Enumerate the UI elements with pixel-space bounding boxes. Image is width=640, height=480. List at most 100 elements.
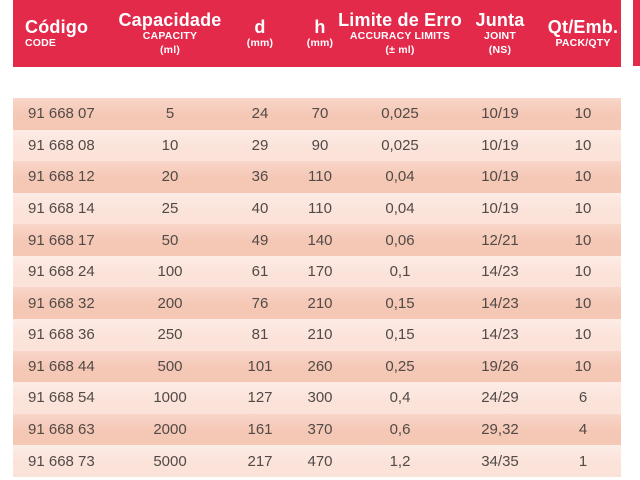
cell-d: 101 xyxy=(247,357,273,375)
table-row: 91 668 07 5 24 70 0,025 10/19 10 xyxy=(13,98,621,130)
cell-error: 0,04 xyxy=(385,168,415,186)
cell-pack: 10 xyxy=(574,168,592,186)
cutoff-header-fragment xyxy=(633,0,640,66)
column-title: Limite de Erro xyxy=(338,10,462,31)
cell-pack: 10 xyxy=(574,231,592,249)
cell-error: 1,2 xyxy=(389,452,411,470)
cell-d: 36 xyxy=(251,168,269,186)
cell-d: 49 xyxy=(251,231,269,249)
cell-h: 210 xyxy=(307,326,333,344)
cell-pack: 10 xyxy=(574,357,592,375)
column-unit: (ml) xyxy=(159,43,181,56)
cell-capacity: 500 xyxy=(157,357,183,375)
cell-error: 0,25 xyxy=(385,357,415,375)
column-subtitle: ACCURACY LIMITS xyxy=(349,30,451,43)
cell-code: 91 668 32 xyxy=(28,294,95,312)
cell-pack: 10 xyxy=(574,200,592,218)
cell-h: 110 xyxy=(308,168,332,186)
cell-d: 127 xyxy=(247,389,273,407)
cell-d: 217 xyxy=(247,452,273,470)
column-unit: (NS) xyxy=(488,43,512,56)
cell-h: 90 xyxy=(311,136,329,154)
cell-code: 91 668 14 xyxy=(28,200,95,218)
cell-code: 91 668 36 xyxy=(28,326,95,344)
column-header-capacity: Capacidade CAPACITY (ml) xyxy=(115,0,225,67)
table-row: 91 668 73 5000 217 470 1,2 34/35 1 xyxy=(13,445,621,477)
cell-pack: 10 xyxy=(574,263,592,281)
cell-joint: 19/26 xyxy=(481,357,519,375)
cell-capacity: 5000 xyxy=(153,452,187,470)
cell-h: 140 xyxy=(307,231,333,249)
cell-code: 91 668 44 xyxy=(28,357,95,375)
table-row: 91 668 63 2000 161 370 0,6 29,32 4 xyxy=(13,413,621,446)
cell-code: 91 668 54 xyxy=(28,389,95,407)
column-unit: (± ml) xyxy=(385,43,415,56)
column-header-h: h (mm) xyxy=(295,0,345,67)
cell-d: 61 xyxy=(251,263,269,281)
table-row: 91 668 08 10 29 90 0,025 10/19 10 xyxy=(13,129,621,162)
cell-pack: 10 xyxy=(574,136,592,154)
cell-joint: 24/29 xyxy=(481,389,519,407)
cell-pack: 1 xyxy=(578,452,588,470)
cell-code: 91 668 08 xyxy=(28,136,95,154)
cell-error: 0,6 xyxy=(389,421,411,439)
column-title: Junta xyxy=(475,10,525,31)
cell-capacity: 2000 xyxy=(153,421,187,439)
table-row: 91 668 44 500 101 260 0,25 19/26 10 xyxy=(13,350,621,383)
cell-joint: 12/21 xyxy=(481,231,519,249)
cell-joint: 10/19 xyxy=(481,105,519,123)
cell-error: 0,025 xyxy=(381,136,419,154)
cell-error: 0,4 xyxy=(389,389,411,407)
cell-pack: 4 xyxy=(578,421,588,439)
column-subtitle: (mm) xyxy=(246,37,274,50)
table-body: 91 668 07 5 24 70 0,025 10/19 10 91 668 … xyxy=(13,98,621,477)
table-header: Código CODE Capacidade CAPACITY (ml) d (… xyxy=(13,0,621,67)
cell-capacity: 250 xyxy=(157,326,183,344)
cell-code: 91 668 12 xyxy=(28,168,95,186)
cell-error: 0,06 xyxy=(385,231,415,249)
cell-code: 91 668 63 xyxy=(28,421,95,439)
cell-joint: 14/23 xyxy=(481,326,519,344)
cell-pack: 6 xyxy=(578,389,588,407)
cell-joint: 34/35 xyxy=(481,452,519,470)
cell-d: 24 xyxy=(251,105,269,123)
cell-d: 29 xyxy=(251,136,269,154)
cell-error: 0,1 xyxy=(389,263,411,281)
cell-error: 0,04 xyxy=(385,200,415,218)
column-header-d: d (mm) xyxy=(225,0,295,67)
cell-pack: 10 xyxy=(574,105,592,123)
cell-d: 40 xyxy=(251,200,269,218)
cell-d: 76 xyxy=(251,294,269,312)
column-title: d xyxy=(254,16,266,37)
cell-capacity: 10 xyxy=(161,136,179,154)
column-title: Qt/Emb. xyxy=(547,16,619,37)
cell-joint: 29,32 xyxy=(481,421,519,439)
cell-capacity: 1000 xyxy=(153,389,187,407)
column-subtitle: CAPACITY xyxy=(142,30,198,43)
cell-joint: 10/19 xyxy=(481,136,519,154)
column-subtitle: CODE xyxy=(25,37,57,50)
column-header-pack: Qt/Emb. PACK/QTY xyxy=(545,0,621,67)
cell-h: 70 xyxy=(311,105,329,123)
column-header-joint: Junta JOINT (NS) xyxy=(455,0,545,67)
column-subtitle: JOINT xyxy=(484,30,516,43)
cell-pack: 10 xyxy=(574,294,592,312)
cell-error: 0,15 xyxy=(385,294,415,312)
cell-error: 0,025 xyxy=(381,105,419,123)
table-row: 91 668 32 200 76 210 0,15 14/23 10 xyxy=(13,287,621,320)
table-row: 91 668 17 50 49 140 0,06 12/21 10 xyxy=(13,224,621,256)
table-row: 91 668 12 20 36 110 0,04 10/19 10 xyxy=(13,161,621,193)
cell-code: 91 668 24 xyxy=(28,263,95,281)
cell-capacity: 50 xyxy=(161,231,179,249)
column-title: Código xyxy=(25,16,89,37)
cell-h: 300 xyxy=(307,389,333,407)
cell-code: 91 668 17 xyxy=(28,231,95,249)
table-row: 91 668 54 1000 127 300 0,4 24/29 6 xyxy=(13,382,621,414)
column-subtitle: PACK/QTY xyxy=(555,37,611,50)
column-title: Capacidade xyxy=(118,10,222,31)
table-row: 91 668 24 100 61 170 0,1 14/23 10 xyxy=(13,255,621,288)
cell-d: 81 xyxy=(251,326,269,344)
cell-h: 210 xyxy=(307,294,333,312)
cell-joint: 14/23 xyxy=(481,294,519,312)
table-row: 91 668 36 250 81 210 0,15 14/23 10 xyxy=(13,319,621,351)
